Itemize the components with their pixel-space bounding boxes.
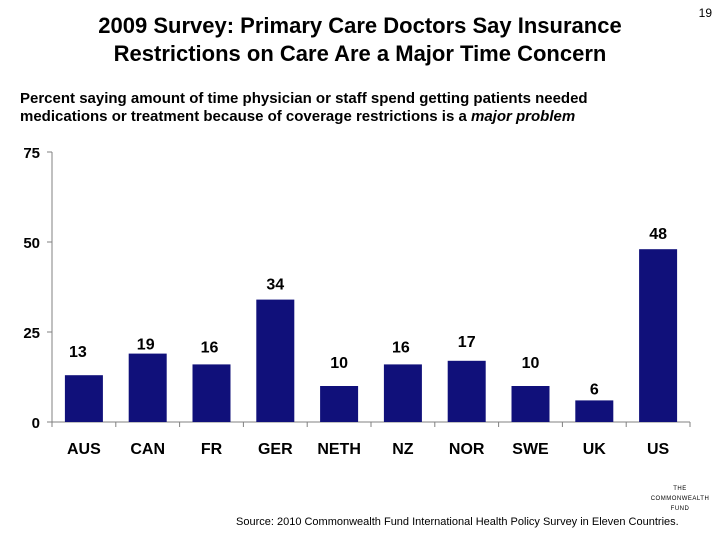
category-label-aus: AUS [67,441,101,458]
data-label-ger: 34 [266,277,284,294]
chart-title: 2009 Survey: Primary Care Doctors Say In… [40,12,680,68]
data-label-swe: 10 [522,355,540,372]
logo-line-2: COMMONWEALTH [650,496,710,502]
slide-number: 19 [698,6,712,20]
y-tick-label: 0 [32,415,40,432]
bar-can [128,353,167,422]
data-label-nor: 17 [458,334,476,351]
source-note: Source: 2010 Commonwealth Fund Internati… [236,516,679,528]
bar-neth [320,386,359,422]
chart-title-line-1: 2009 Survey: Primary Care Doctors Say In… [98,13,622,38]
data-label-can: 19 [137,337,155,354]
chart-title-line-2: Restrictions on Care Are a Major Time Co… [113,41,607,66]
category-label-us: US [647,441,670,458]
bar-nor [447,360,486,422]
category-label-uk: UK [583,441,607,458]
chart-subtitle: Percent saying amount of time physician … [20,90,700,126]
category-label-neth: NETH [317,441,361,458]
bar-uk [575,400,614,422]
data-label-aus: 13 [69,344,87,361]
bar-us [639,249,678,422]
data-label-us: 48 [649,226,667,243]
category-label-can: CAN [130,441,165,458]
logo-line-1: THE [673,486,687,492]
category-label-nz: NZ [392,441,414,458]
bar-aus [64,375,103,422]
data-label-fr: 16 [201,339,219,356]
y-tick-label: 25 [23,325,40,342]
chart-subtitle-line-2-text: medications or treatment because of cove… [20,108,471,125]
category-label-ger: GER [258,441,293,458]
y-tick-label: 75 [23,145,40,162]
category-label-swe: SWE [512,441,549,458]
data-label-uk: 6 [590,381,599,398]
logo-line-3: FUND [670,506,690,512]
chart-subtitle-line-2: medications or treatment because of cove… [20,108,700,126]
bar-ger [256,299,295,422]
data-label-neth: 10 [330,355,348,372]
category-label-nor: NOR [449,441,485,458]
bar-nz [383,364,422,422]
y-tick-label: 50 [23,235,40,252]
commonwealth-fund-logo: THE COMMONWEALTH FUND [640,484,720,514]
chart-subtitle-emphasis: major problem [471,108,576,125]
data-label-nz: 16 [392,339,410,356]
category-label-fr: FR [201,441,223,458]
bar-fr [192,364,231,422]
chart-subtitle-line-1: Percent saying amount of time physician … [20,90,588,107]
bar-swe [511,386,550,422]
